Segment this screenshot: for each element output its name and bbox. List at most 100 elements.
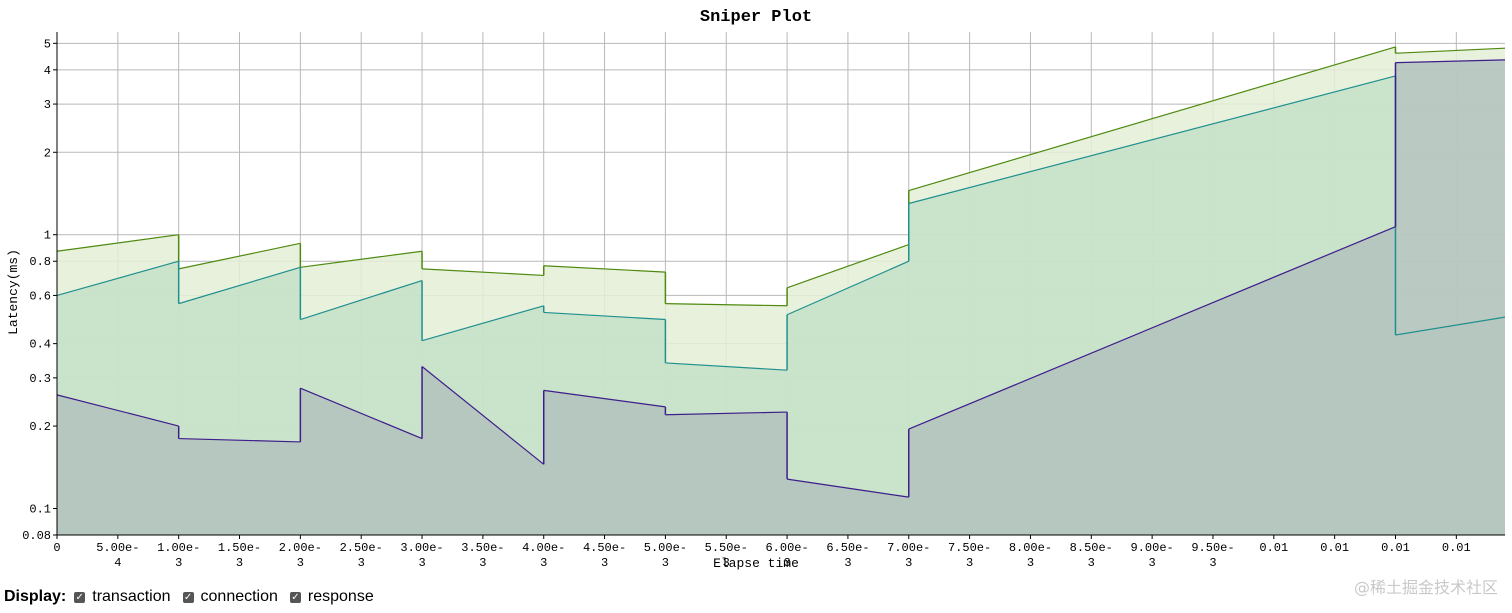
- series-areas: [57, 46, 1505, 536]
- x-tick-label: 3: [175, 556, 182, 570]
- connection-line: [56, 260, 179, 297]
- response-line: [543, 389, 666, 408]
- x-tick-label: 3: [358, 556, 365, 570]
- x-tick-label: 9.50e-: [1191, 541, 1234, 555]
- x-tick-label: 3: [905, 556, 912, 570]
- sniper-plot-chart: Sniper Plot 0.08 0.1 0.2 0.3 0.4 0.6 0.8 1 2 3 4 5 0…: [6, 8, 1506, 571]
- y-tick-label: 4: [44, 64, 51, 78]
- response-area: [422, 366, 544, 535]
- x-tick-label: 3: [783, 556, 790, 570]
- x-tick-label: 1.50e-: [218, 541, 261, 555]
- x-tick-label: 3: [601, 556, 608, 570]
- x-tick-label: 0.01: [1381, 541, 1410, 555]
- checkbox-checked-icon[interactable]: ✓: [289, 591, 301, 603]
- transaction-line: [178, 242, 301, 270]
- x-axis-label: Elapse time: [713, 556, 799, 571]
- x-tick-label: 5.00e-: [644, 541, 687, 555]
- x-tick-label: 3: [1027, 556, 1034, 570]
- x-tick-label: 3.50e-: [461, 541, 504, 555]
- x-tick-label: 9.00e-: [1131, 541, 1174, 555]
- response-line: [1395, 59, 1506, 64]
- y-tick-label: 1: [44, 229, 51, 243]
- connection-line: [178, 266, 301, 305]
- response-line: [908, 226, 1396, 430]
- x-tick-label: 0.01: [1442, 541, 1471, 555]
- display-label: Display:: [4, 588, 67, 605]
- x-tick-label: 3: [966, 556, 973, 570]
- x-tick-label: 0.01: [1259, 541, 1288, 555]
- response-area: [57, 394, 179, 535]
- connection-line: [300, 279, 423, 321]
- transaction-toggle-label: transaction: [92, 588, 171, 605]
- connection-line: [543, 311, 666, 321]
- connection-line: [1395, 316, 1506, 336]
- x-tick-label: 4: [114, 556, 121, 570]
- x-tick-label: 5.00e-: [96, 541, 139, 555]
- display-controls: Display: ✓ transaction ✓ connection ✓ re…: [4, 586, 386, 608]
- response-line: [665, 411, 788, 416]
- x-tick-label: 0: [53, 541, 60, 555]
- x-tick-label: 3: [540, 556, 547, 570]
- response-area: [1395, 59, 1505, 535]
- response-line: [56, 394, 179, 427]
- connection-line: [786, 260, 910, 316]
- y-tick-label: 0.08: [22, 529, 51, 543]
- x-tick-label: 6.00e-: [765, 541, 808, 555]
- x-tick-label: 3: [479, 556, 486, 570]
- x-tick-label: 5.50e-: [705, 541, 748, 555]
- response-area: [665, 412, 788, 535]
- transaction-line: [908, 46, 1396, 192]
- transaction-line: [56, 234, 179, 252]
- y-tick-label: 0.8: [29, 255, 51, 269]
- transaction-line: [1395, 47, 1506, 54]
- x-tick-label: 6.50e-: [826, 541, 869, 555]
- connection-line: [908, 75, 1396, 205]
- x-tick-label: 3: [236, 556, 243, 570]
- x-tick-label: 3: [1209, 556, 1216, 570]
- response-toggle[interactable]: ✓ response: [289, 588, 374, 606]
- watermark: @稀土掘金技术社区: [1353, 578, 1498, 597]
- y-tick-label: 0.2: [29, 420, 51, 434]
- response-toggle-label: response: [307, 588, 374, 605]
- x-tick-label: 3: [1149, 556, 1156, 570]
- checkbox-checked-icon[interactable]: ✓: [182, 591, 194, 603]
- x-tick-label: 3: [723, 556, 730, 570]
- y-axis-label: Latency(ms): [6, 249, 21, 335]
- y-tick-label: 0.1: [29, 502, 51, 516]
- response-area: [178, 438, 301, 535]
- x-tick-label: 4.00e-: [522, 541, 565, 555]
- y-tick-label: 0.3: [29, 372, 51, 386]
- checkbox-checked-icon[interactable]: ✓: [74, 591, 86, 603]
- transaction-line: [786, 244, 909, 289]
- x-tick-label: 3: [297, 556, 304, 570]
- x-tick-label: 4.50e-: [583, 541, 626, 555]
- x-tick-label: 7.50e-: [948, 541, 991, 555]
- x-tick-label: 3: [844, 556, 851, 570]
- y-tick-label: 2: [44, 146, 51, 160]
- transaction-line: [665, 303, 788, 307]
- response-area: [908, 226, 1396, 536]
- transaction-line: [300, 250, 423, 268]
- response-area: [543, 390, 666, 535]
- connection-toggle[interactable]: ✓ connection: [182, 588, 278, 606]
- response-line: [421, 366, 545, 465]
- transaction-line: [422, 268, 544, 277]
- transaction-line: [543, 265, 666, 273]
- connection-toggle-label: connection: [200, 588, 278, 605]
- y-tick-label: 5: [44, 37, 51, 51]
- connection-line: [421, 305, 544, 342]
- y-tick-label: 0.4: [29, 338, 51, 352]
- x-tick-label: 3: [662, 556, 669, 570]
- y-tick-label: 0.6: [29, 289, 51, 303]
- y-tick-label: 3: [44, 98, 51, 112]
- response-line: [300, 387, 423, 440]
- response-line: [178, 437, 301, 443]
- x-tick-label: 7.00e-: [887, 541, 930, 555]
- x-tick-label: 1.00e-: [157, 541, 200, 555]
- x-tick-label: 8.00e-: [1009, 541, 1052, 555]
- x-tick-label: 8.50e-: [1070, 541, 1113, 555]
- connection-area: [787, 261, 909, 535]
- x-tick-label: 2.50e-: [340, 541, 383, 555]
- transaction-toggle[interactable]: ✓ transaction: [74, 588, 171, 606]
